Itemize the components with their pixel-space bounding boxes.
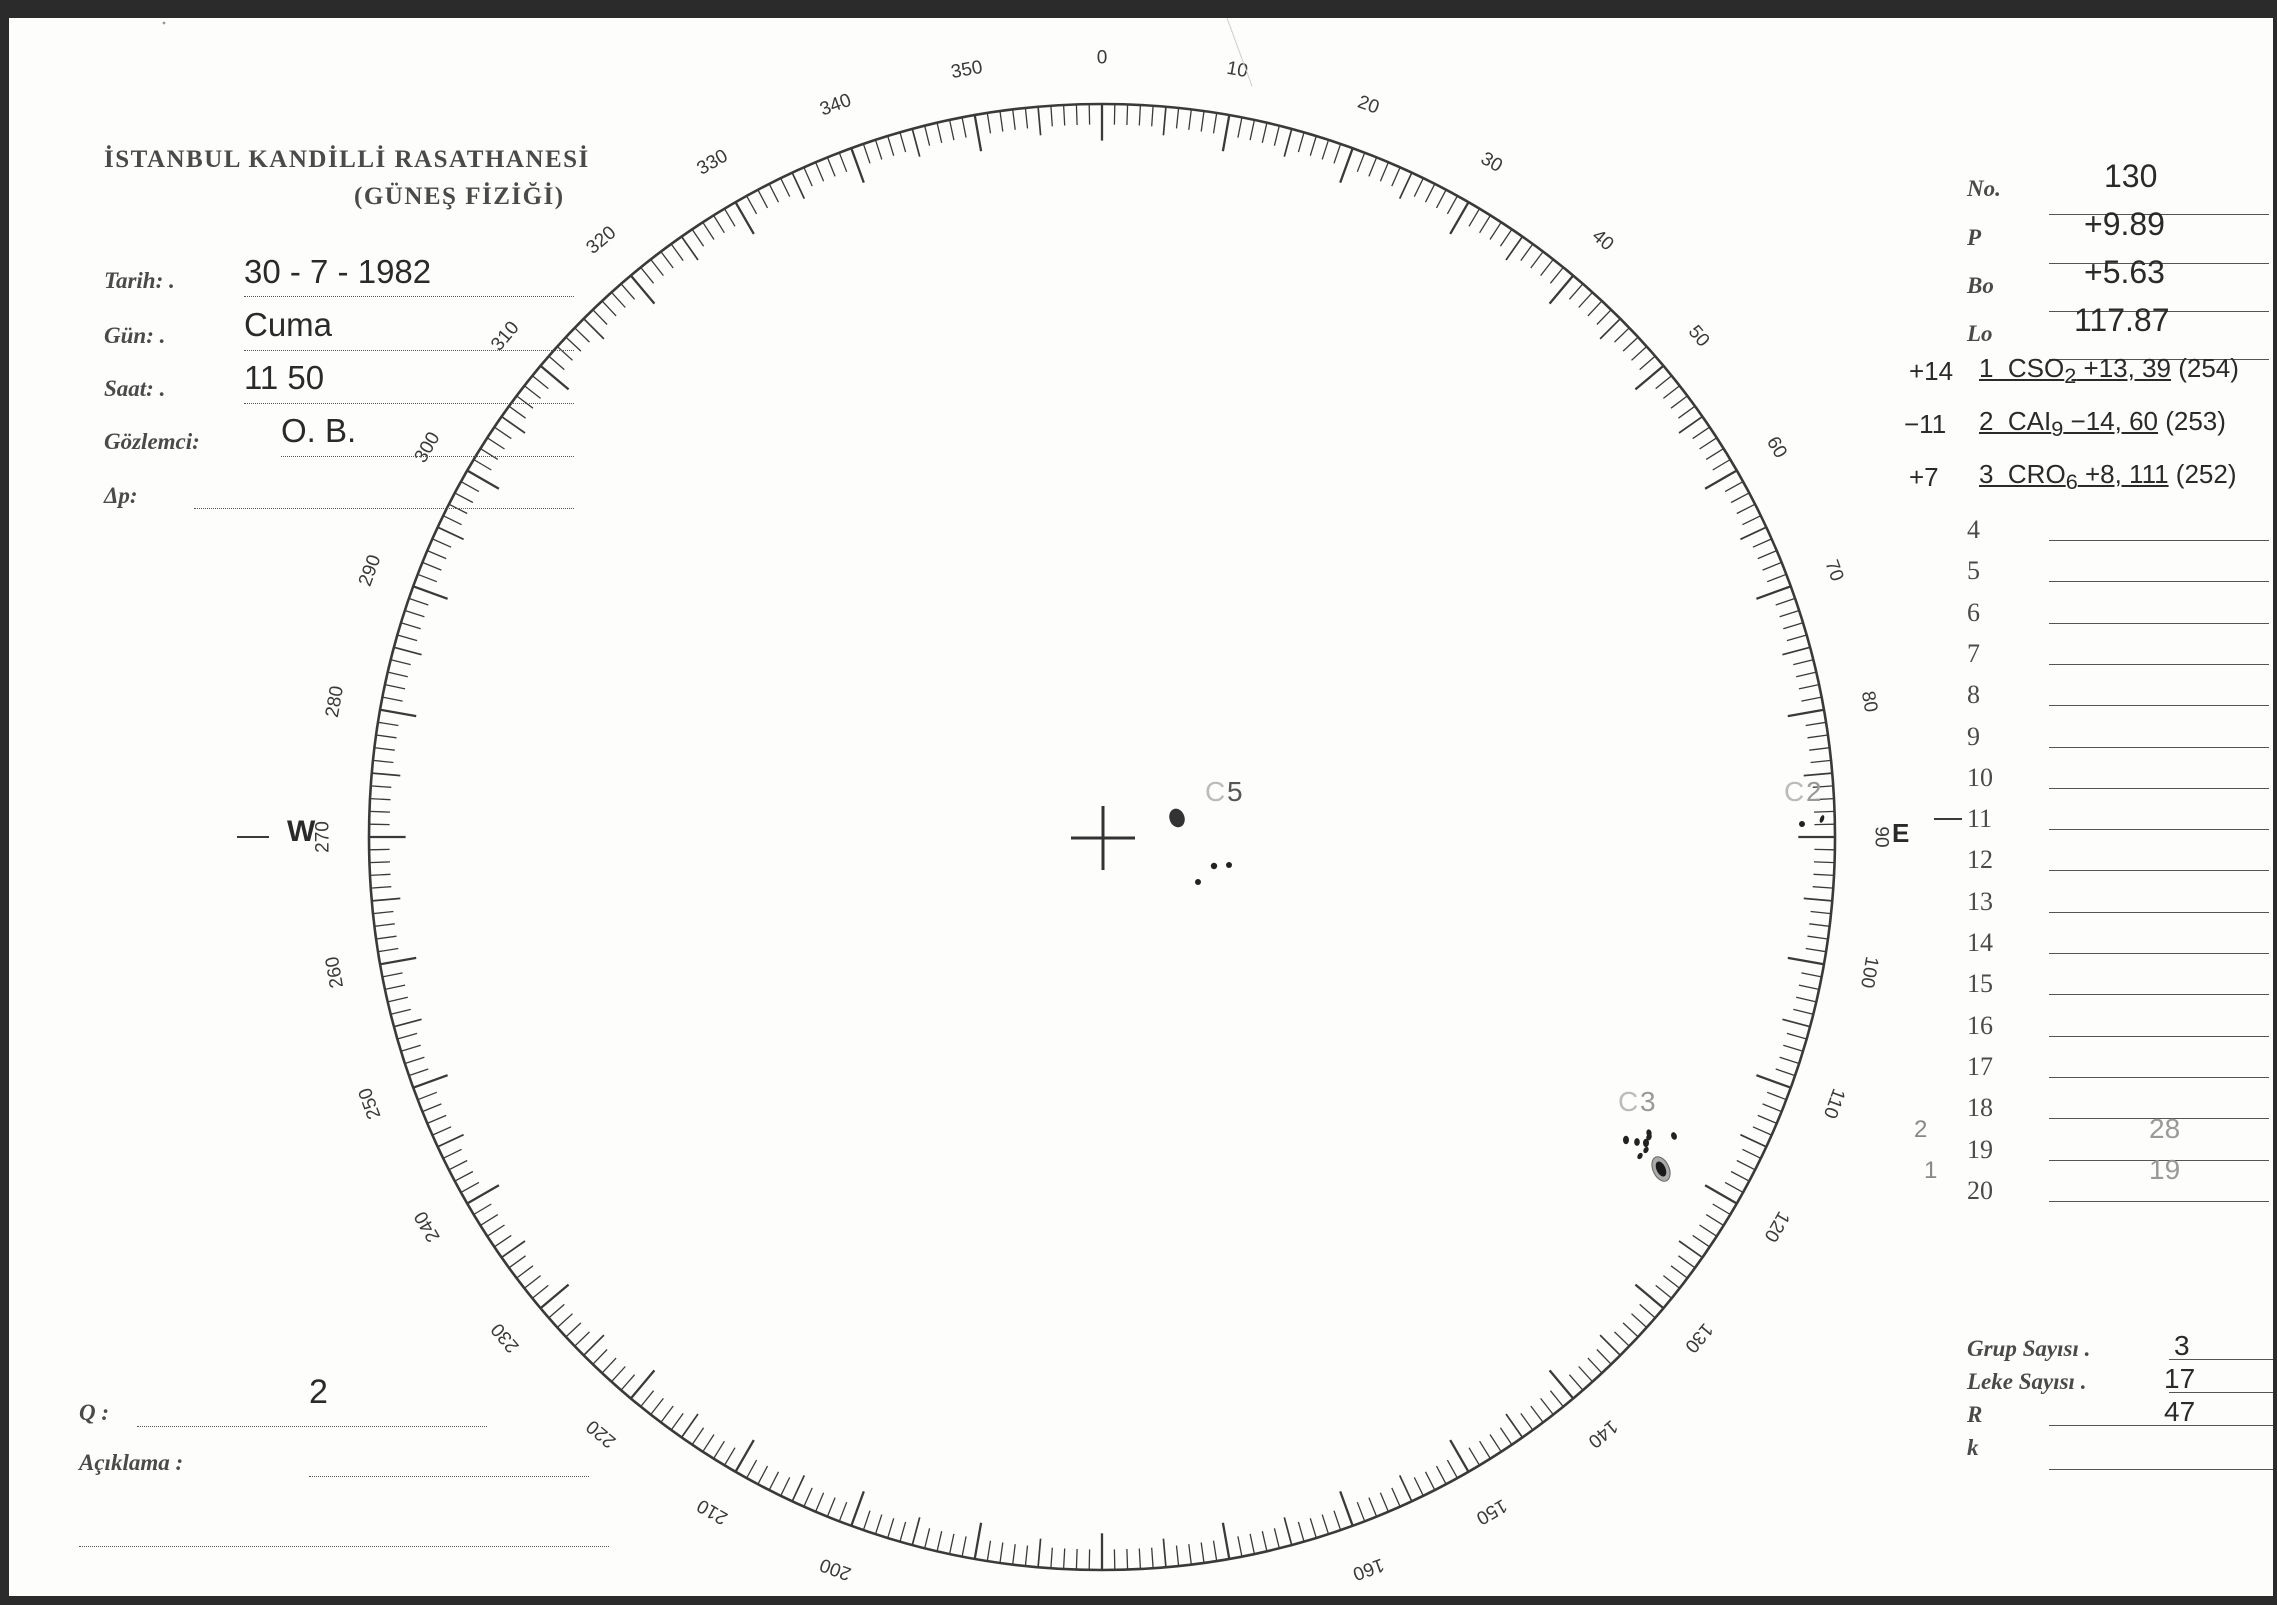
svg-text:100: 100 (1856, 955, 1882, 990)
svg-text:80: 80 (1857, 690, 1881, 714)
svg-text:C: C (1784, 776, 1804, 807)
svg-text:350: 350 (949, 57, 984, 83)
svg-text:2: 2 (1806, 776, 1822, 807)
svg-text:C: C (1618, 1086, 1638, 1117)
svg-text:120: 120 (1759, 1207, 1793, 1245)
svg-text:290: 290 (355, 552, 386, 589)
svg-text:150: 150 (1472, 1494, 1510, 1528)
svg-text:330: 330 (694, 146, 732, 180)
svg-text:110: 110 (1819, 1086, 1849, 1122)
svg-text:3: 3 (1640, 1086, 1656, 1117)
svg-text:C: C (1205, 776, 1225, 807)
svg-text:320: 320 (582, 222, 620, 258)
svg-text:270: 270 (313, 821, 334, 853)
svg-text:200: 200 (817, 1554, 854, 1585)
svg-text:190: 190 (949, 1591, 984, 1596)
svg-text:230: 230 (487, 1319, 523, 1357)
svg-text:60: 60 (1762, 433, 1791, 462)
svg-text:260: 260 (322, 955, 348, 990)
svg-text:30: 30 (1477, 148, 1506, 177)
svg-text:20: 20 (1355, 92, 1382, 119)
svg-text:160: 160 (1350, 1554, 1387, 1585)
svg-text:5: 5 (1227, 776, 1243, 807)
svg-text:130: 130 (1680, 1319, 1716, 1357)
svg-text:90: 90 (1870, 826, 1891, 847)
svg-text:40: 40 (1588, 226, 1618, 256)
svg-text:210: 210 (694, 1494, 732, 1528)
svg-text:0: 0 (1097, 48, 1108, 69)
svg-text:280: 280 (322, 684, 348, 719)
svg-text:140: 140 (1584, 1415, 1622, 1451)
svg-text:250: 250 (355, 1085, 386, 1122)
svg-text:70: 70 (1820, 557, 1847, 584)
svg-text:340: 340 (817, 90, 854, 121)
svg-text:220: 220 (582, 1415, 620, 1451)
svg-text:50: 50 (1684, 322, 1714, 352)
svg-text:240: 240 (411, 1207, 445, 1245)
svg-text:170: 170 (1220, 1591, 1255, 1596)
svg-text:300: 300 (411, 429, 445, 467)
